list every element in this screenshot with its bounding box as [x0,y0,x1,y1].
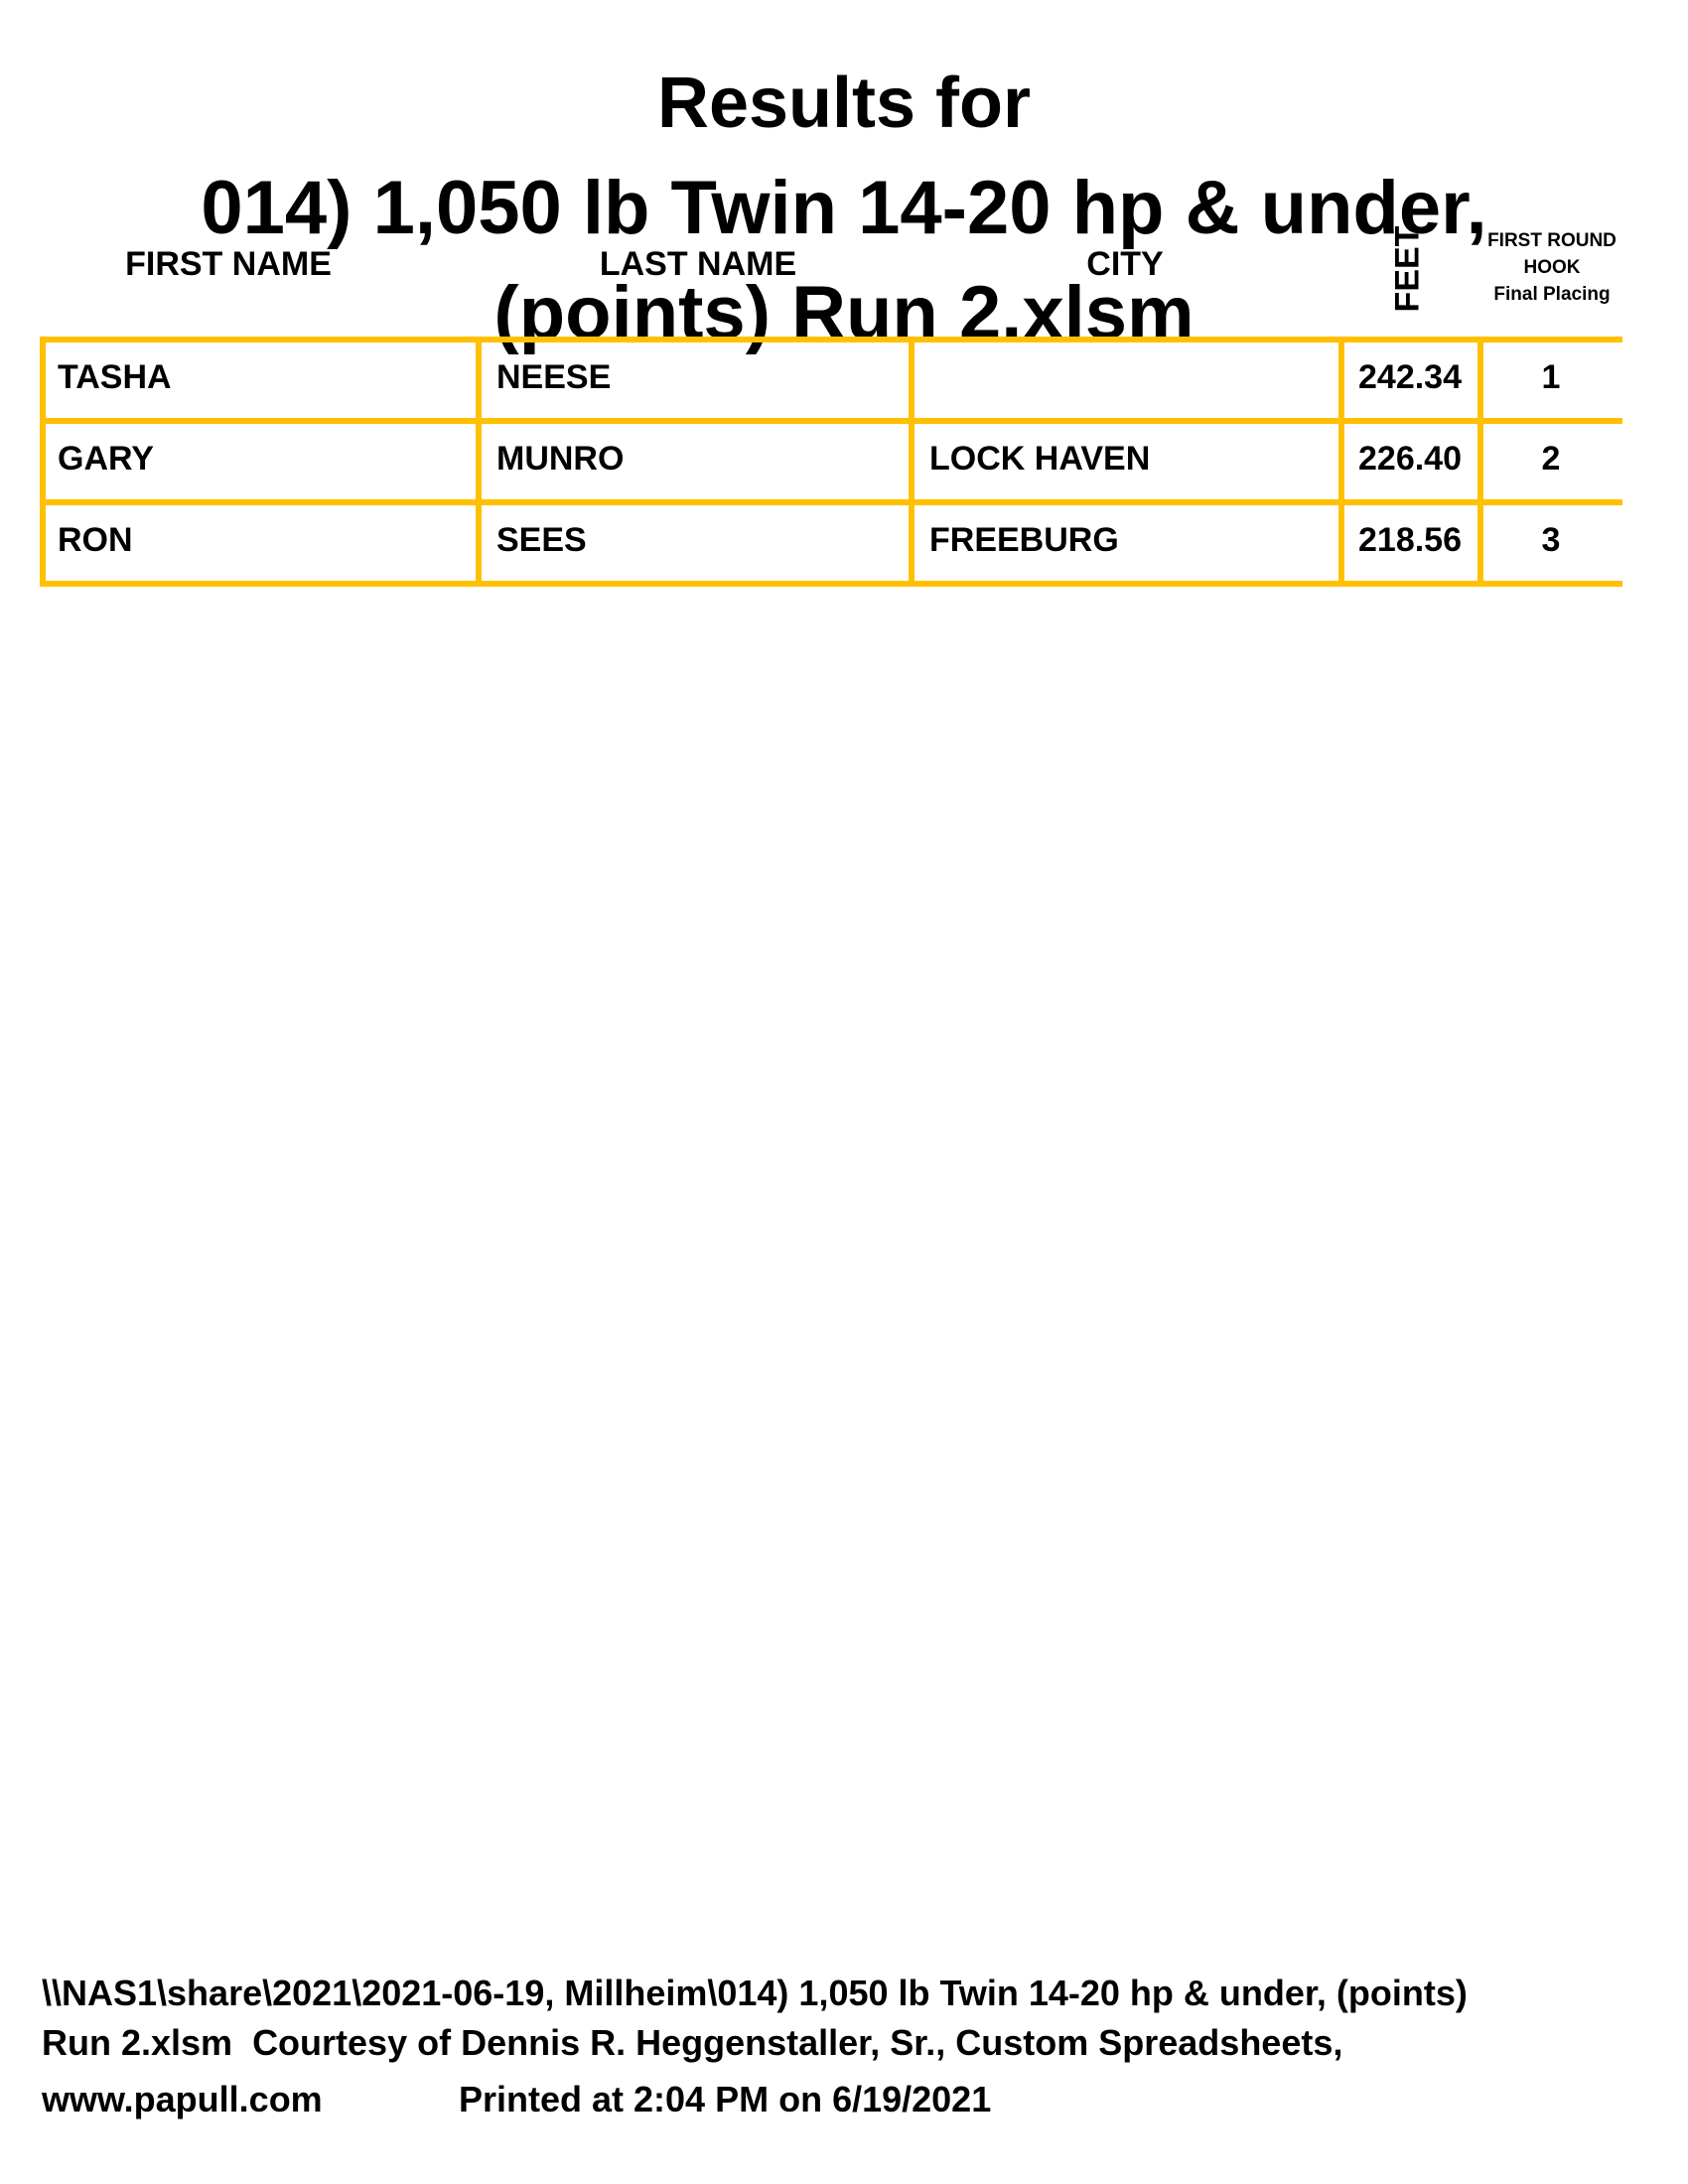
footer-printed-at: Printed at 2:04 PM on 6/19/2021 [459,2079,992,2119]
cell-last-name: MUNRO [496,440,625,478]
header-first-round: FIRST ROUND [1487,230,1617,251]
cell-city: FREEBURG [929,521,1119,559]
cell-city [929,337,1327,418]
cell-feet: 218.56 [1358,521,1462,559]
cell-first-name: GARY [58,440,154,478]
table-row-divider-1 [40,418,1622,424]
header-first-name: FIRST NAME [125,245,332,283]
header-last-name: LAST NAME [599,245,797,283]
footer-courtesy: Run 2.xlsm Courtesy of Dennis R. Heggens… [42,2022,1343,2063]
cell-first-name: RON [58,521,133,559]
cell-feet: 226.40 [1358,440,1462,478]
footer-website: www.papull.com [42,2079,323,2119]
header-final-placing: Final Placing [1493,284,1611,305]
header-hook: HOOK [1523,257,1581,278]
cell-feet: 242.34 [1358,358,1462,396]
header-city: CITY [1086,245,1164,283]
table-col-divider-1 [476,337,482,586]
table-col-divider-3 [1338,337,1344,586]
cell-city: LOCK HAVEN [929,440,1151,478]
page-title: Results for [656,64,1032,143]
cell-first-name: TASHA [58,358,172,396]
table-border-left [40,337,46,586]
class-title: 014) 1,050 lb Twin 14-20 hp & under, [201,166,1487,250]
cell-placing: 2 [1541,440,1561,478]
header-feet-rotated: FEET [1388,225,1427,313]
table-row-divider-2 [40,499,1622,505]
cell-last-name: SEES [496,521,587,559]
table-border-bottom [40,581,1622,587]
table-border-top [40,337,1622,342]
cell-placing: 3 [1541,521,1561,559]
table-col-divider-2 [909,337,914,586]
cell-placing: 1 [1541,358,1561,396]
cell-last-name: NEESE [496,358,612,396]
table-col-divider-4 [1477,337,1483,586]
footer-file-path: \\NAS1\share\2021\2021-06-19, Millheim\0… [42,1973,1468,2013]
